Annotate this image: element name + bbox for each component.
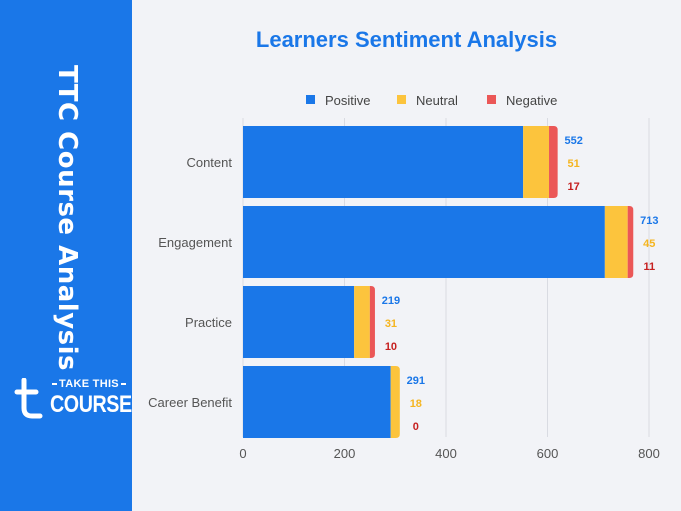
legend-label-negative: Negative <box>506 93 557 108</box>
value-label-content-neutral: 51 <box>568 158 580 170</box>
bar-content-negative <box>549 126 558 198</box>
value-label-content-positive: 552 <box>564 135 582 147</box>
value-label-practice-neutral: 31 <box>385 318 397 330</box>
x-tick-label-200: 200 <box>334 446 356 461</box>
x-tick-label-600: 600 <box>537 446 559 461</box>
legend-label-neutral: Neutral <box>416 93 458 108</box>
category-label-practice: Practice <box>185 315 232 330</box>
take-this-course-logo: TAKE THIS COURSE <box>14 376 132 424</box>
x-tick-label-800: 800 <box>638 446 660 461</box>
sidebar: TTC Course Analysis TAKE THIS COURSE <box>0 0 132 511</box>
bar-engagement-neutral <box>604 206 628 278</box>
bar-engagement-negative <box>627 206 634 278</box>
bar-practice-negative <box>369 286 375 358</box>
logo-take-this: TAKE THIS <box>50 378 128 390</box>
bar-practice-neutral <box>354 286 370 358</box>
value-label-career-benefit-positive: 291 <box>407 375 425 387</box>
chart-title: Learners Sentiment Analysis <box>255 27 558 52</box>
legend-swatch-positive <box>306 95 315 104</box>
value-label-engagement-negative: 11 <box>643 261 655 273</box>
value-label-career-benefit-neutral: 18 <box>410 398 422 410</box>
bar-content-neutral <box>523 126 550 198</box>
bar-content-positive <box>243 126 524 198</box>
bar-practice-positive <box>243 286 355 358</box>
value-label-practice-positive: 219 <box>382 295 400 307</box>
legend-swatch-negative <box>487 95 496 104</box>
value-label-career-benefit-negative: 0 <box>413 421 419 433</box>
category-label-career-benefit: Career Benefit <box>148 395 232 410</box>
value-label-engagement-neutral: 45 <box>643 238 655 250</box>
x-tick-label-400: 400 <box>435 446 457 461</box>
value-label-content-negative: 17 <box>568 181 580 193</box>
legend-swatch-neutral <box>397 95 406 104</box>
bar-engagement-positive <box>243 206 605 278</box>
logo-t-icon <box>14 378 43 419</box>
x-tick-label-0: 0 <box>239 446 246 461</box>
value-label-engagement-positive: 713 <box>640 215 658 227</box>
category-label-content: Content <box>186 155 232 170</box>
value-label-practice-negative: 10 <box>385 341 397 353</box>
bar-career-benefit-neutral <box>390 366 400 438</box>
category-label-engagement: Engagement <box>158 235 232 250</box>
logo-course: COURSE <box>50 391 132 418</box>
legend-label-positive: Positive <box>325 93 371 108</box>
bar-career-benefit-positive <box>243 366 391 438</box>
